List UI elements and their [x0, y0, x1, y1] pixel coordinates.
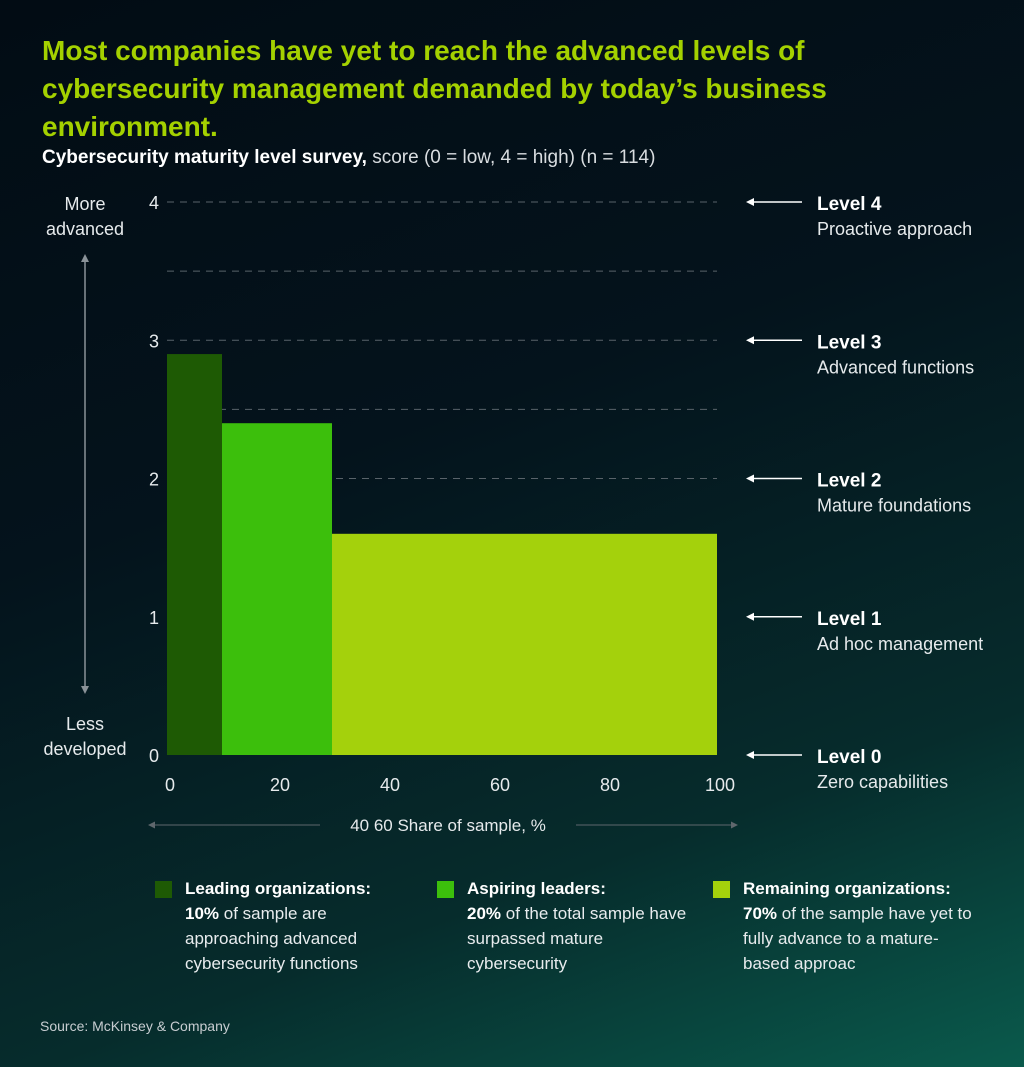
y-top-label-line2: advanced — [46, 219, 124, 239]
level-title: Level 1 — [817, 609, 882, 630]
y-bottom-label-line1: Less — [66, 714, 104, 734]
level-title: Level 2 — [817, 471, 881, 492]
chart-subtitle: Cybersecurity maturity level survey, sco… — [42, 147, 655, 169]
level-title: Level 0 — [817, 747, 881, 768]
arrow-right-icon — [731, 821, 738, 829]
legend-text: of sample are approaching advanced cyber… — [185, 904, 358, 973]
y-axis-direction: More advanced Less developed — [43, 194, 126, 759]
legend-percent: 70% — [743, 904, 778, 923]
legend-swatch — [155, 881, 172, 898]
x-tick-label: 80 — [600, 775, 620, 795]
bars — [167, 354, 717, 755]
y-bottom-label-line2: developed — [43, 739, 126, 759]
legend-leading: Leading organizations: 10% of sample are… — [155, 876, 425, 976]
level-title: Level 3 — [817, 332, 881, 353]
legend-text: of the total sample have surpassed matur… — [467, 904, 687, 973]
x-tick-label: 60 — [490, 775, 510, 795]
subtitle-rest: score (0 = low, 4 = high) (n = 114) — [366, 147, 656, 168]
level-description: Proactive approach — [817, 219, 972, 239]
source-note: Source: McKinsey & Company — [40, 1018, 230, 1034]
y-tick-label: 1 — [149, 608, 159, 628]
headline: Most companies have yet to reach the adv… — [42, 35, 827, 142]
legend-swatch — [437, 881, 454, 898]
x-tick-label: 20 — [270, 775, 290, 795]
arrow-left-icon — [746, 474, 754, 483]
level-description: Ad hoc management — [817, 634, 983, 654]
arrow-left-icon — [148, 821, 155, 829]
arrow-left-icon — [746, 751, 754, 759]
arrow-left-icon — [746, 612, 754, 621]
y-tick-label: 2 — [149, 470, 159, 490]
subtitle-bold: Cybersecurity maturity level survey, — [42, 147, 367, 168]
y-tick-label: 4 — [149, 193, 159, 213]
legend-percent: 10% — [185, 904, 220, 923]
level-description: Zero capabilities — [817, 772, 948, 792]
y-tick-labels: 0 1 2 3 4 — [149, 193, 159, 766]
legend-aspiring: Aspiring leaders: 20% of the total sampl… — [437, 876, 707, 976]
x-tick-label: 100 — [705, 775, 735, 795]
x-tick-label: 0 — [165, 775, 175, 795]
level-description: Advanced functions — [817, 357, 974, 377]
legend-title: Aspiring leaders: — [467, 879, 606, 898]
legend-title: Remaining organizations: — [743, 879, 951, 898]
bar-segment — [222, 423, 332, 755]
arrow-up-icon — [81, 254, 89, 262]
x-axis-title: 40 60 Share of sample, % — [148, 816, 738, 835]
x-axis-label: 40 60 Share of sample, % — [350, 816, 546, 835]
maturity-chart: 0 1 2 3 4 0 20 40 60 80 100 Level 4 Proactive appr… — [43, 193, 983, 835]
bar-segment — [332, 533, 717, 755]
arrow-left-icon — [746, 336, 754, 345]
x-tick-labels: 0 20 40 60 80 100 — [165, 775, 735, 795]
bar-segment — [167, 354, 222, 755]
legend-percent: 20% — [467, 904, 502, 923]
legend-swatch — [713, 881, 730, 898]
y-tick-label: 3 — [149, 331, 159, 351]
legend-title: Leading organizations: — [185, 879, 372, 898]
x-tick-label: 40 — [380, 775, 400, 795]
level-annotations: Level 4 Proactive approach Level 3 Advanced… — [746, 194, 983, 792]
arrow-left-icon — [746, 198, 754, 206]
level-description: Mature foundations — [817, 496, 971, 516]
legend-remaining: Remaining organizations: 70% of the samp… — [713, 876, 983, 976]
y-top-label-line1: More — [64, 194, 105, 214]
y-tick-label: 0 — [149, 746, 159, 766]
legend-text: of the sample have yet to fully advance … — [743, 904, 972, 973]
level-title: Level 4 — [817, 194, 882, 215]
arrow-down-icon — [81, 686, 89, 694]
